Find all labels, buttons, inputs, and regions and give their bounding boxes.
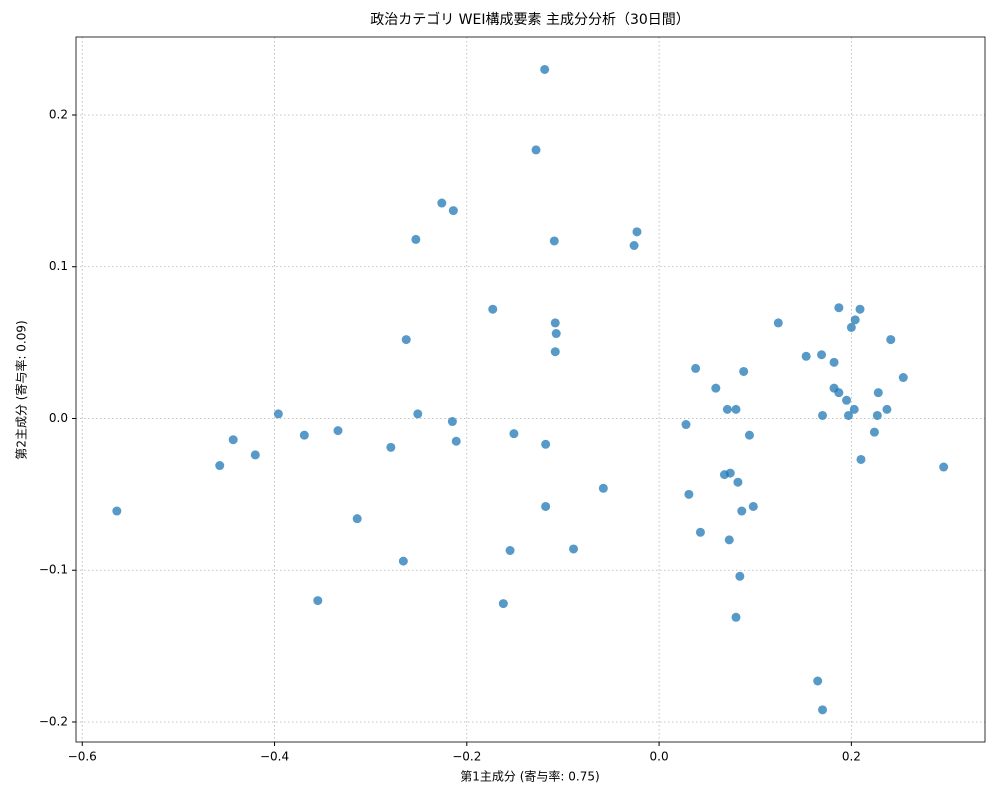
- point: [386, 442, 396, 452]
- point: [228, 435, 238, 445]
- point: [898, 373, 908, 383]
- point: [739, 366, 749, 376]
- point: [569, 544, 579, 554]
- point: [829, 357, 839, 367]
- point: [850, 315, 860, 325]
- point: [695, 527, 705, 537]
- point: [886, 335, 896, 345]
- point: [818, 705, 828, 715]
- point: [731, 612, 741, 622]
- point: [817, 350, 827, 360]
- point: [413, 409, 423, 419]
- point: [849, 404, 859, 414]
- y-tick-label: 0.0: [49, 411, 68, 425]
- x-tick-label: −0.2: [452, 750, 481, 764]
- point: [437, 198, 447, 208]
- point: [550, 347, 560, 357]
- axes-frame: [75, 36, 986, 743]
- point: [505, 545, 515, 555]
- point: [724, 535, 734, 545]
- point: [333, 426, 343, 436]
- point: [843, 410, 853, 420]
- point: [813, 676, 823, 686]
- point: [801, 351, 811, 361]
- y-tick-label: 0.1: [49, 259, 68, 273]
- x-tick-label: 0.2: [842, 750, 861, 764]
- point: [352, 514, 362, 524]
- point: [541, 439, 551, 449]
- point: [731, 404, 741, 414]
- point: [737, 506, 747, 516]
- point: [842, 395, 852, 405]
- point: [882, 404, 892, 414]
- point: [856, 454, 866, 464]
- point: [488, 304, 498, 314]
- point: [550, 318, 560, 328]
- x-tick-label: −0.4: [260, 750, 289, 764]
- point: [540, 64, 550, 74]
- y-tick-label: 0.2: [49, 107, 68, 121]
- point: [451, 436, 461, 446]
- y-tick-label: −0.2: [39, 714, 68, 728]
- point: [684, 489, 694, 499]
- point: [722, 404, 732, 414]
- point: [498, 599, 508, 609]
- point: [681, 420, 691, 430]
- x-tick-label: 0.0: [650, 750, 669, 764]
- point: [834, 303, 844, 313]
- point: [725, 468, 735, 478]
- point: [855, 304, 865, 314]
- x-axis-label: 第1主成分 (寄与率: 0.75): [460, 769, 599, 784]
- point: [744, 430, 754, 440]
- point: [250, 450, 260, 460]
- point: [834, 388, 844, 398]
- point: [401, 335, 411, 345]
- y-tick-label: −0.1: [39, 563, 68, 577]
- point: [846, 322, 856, 332]
- point: [549, 236, 559, 246]
- point: [273, 409, 283, 419]
- point: [541, 501, 551, 511]
- point: [939, 462, 949, 472]
- y-axis-label: 第2主成分 (寄与率: 0.09): [14, 320, 29, 459]
- point: [818, 410, 828, 420]
- chart-title: 政治カテゴリ WEI構成要素 主成分分析（30日間）: [370, 11, 690, 28]
- point: [711, 383, 721, 393]
- point: [448, 206, 458, 216]
- point: [748, 501, 758, 511]
- point: [531, 145, 541, 155]
- point: [447, 417, 457, 427]
- point: [632, 227, 642, 237]
- point: [299, 430, 309, 440]
- point: [691, 363, 701, 373]
- point: [873, 388, 883, 398]
- point: [398, 556, 408, 566]
- point: [872, 410, 882, 420]
- point: [112, 506, 122, 516]
- point: [598, 483, 608, 493]
- point: [869, 427, 879, 437]
- point: [551, 329, 561, 339]
- point: [509, 429, 519, 439]
- point: [735, 571, 745, 581]
- point: [411, 234, 421, 244]
- point: [215, 461, 225, 471]
- point: [773, 318, 783, 328]
- point: [733, 477, 743, 487]
- point: [313, 596, 323, 606]
- plot-area: −0.6 −0.4 −0.2 0.0 0.2 −0.2 −0.1 0.0 0.1 0.2: [39, 37, 985, 764]
- x-tick-label: −0.6: [68, 750, 97, 764]
- point: [629, 240, 639, 250]
